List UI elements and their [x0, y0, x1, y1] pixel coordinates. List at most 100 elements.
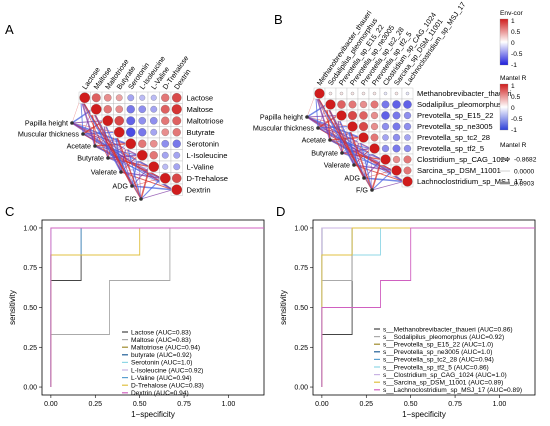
env-factor-node [340, 151, 344, 155]
correlation-dot [380, 154, 391, 165]
roc-legend: Lactose (AUC=0.83)Maltose (AUC=0.83)Malt… [122, 329, 204, 397]
legend-entry: L-Isoleucine (AUC=0.92) [131, 367, 203, 374]
correlation-dot [126, 116, 136, 126]
row-label: Sodalipilus_pleomorphus [417, 100, 502, 109]
y-tick-label: 0.75 [23, 265, 37, 272]
mantel-width-entry: -0.8682 [514, 157, 537, 164]
env-factor-node [70, 121, 74, 125]
correlation-dot [173, 151, 181, 159]
mantel-width-legend-title: Mantel R [500, 142, 527, 149]
correlation-dot [337, 100, 346, 109]
x-axis-label: 1−specificity [402, 410, 446, 419]
correlation-dot [161, 93, 170, 102]
correlation-dot [173, 163, 181, 171]
env-factor-label: Muscular thickness [18, 130, 80, 139]
y-axis-label: sensitivity [8, 290, 17, 325]
correlation-dot [358, 132, 369, 143]
correlation-dot [161, 116, 170, 125]
correlation-dot [372, 91, 377, 96]
y-tick-label: 1.00 [23, 225, 37, 232]
roc-legend: s__Methanobrevibacter_thaueri (AUC=0.86)… [374, 326, 522, 394]
correlation-dot [172, 173, 182, 183]
correlation-dot [392, 144, 401, 153]
correlation-dot [161, 128, 170, 137]
panel-label-b: B [274, 12, 283, 27]
env-factor-label: F/G [125, 195, 137, 204]
x-tick-label: 0.00 [315, 401, 329, 408]
mantel-link [348, 126, 373, 191]
correlation-dot [127, 94, 135, 102]
correlation-dot [162, 163, 169, 170]
row-label: Prevotella_sp_tf2_5 [417, 144, 484, 153]
env-factor-node [93, 144, 97, 148]
row-label: Dextrin [187, 185, 211, 194]
correlation-dot [171, 104, 182, 115]
mantel-link [315, 93, 319, 129]
correlation-dot [392, 111, 401, 120]
correlation-dot [79, 92, 91, 104]
env-factor-node [106, 156, 110, 160]
x-tick-label: 0.75 [177, 401, 191, 408]
correlation-dot [403, 144, 412, 153]
mantel-link [126, 143, 142, 200]
correlation-dot [314, 88, 325, 99]
env-factor-label: Butyrate [311, 149, 338, 158]
legend-entry: s__Prevotella_sp_ne3005 (AUC=1.0) [383, 349, 492, 356]
correlation-dot [370, 111, 379, 120]
mantel-r-colorbar [499, 83, 509, 131]
mantel-link [91, 109, 142, 200]
env-factor-node [119, 170, 123, 174]
correlation-dot [347, 121, 358, 132]
env-factor-node [362, 176, 366, 180]
mantel-link [114, 132, 142, 200]
correlation-dot [339, 91, 344, 96]
x-tick-label: 0.00 [44, 401, 58, 408]
legend-entry: s__Methanobrevibacter_thaueri (AUC=0.86) [383, 326, 513, 333]
correlation-dot [381, 122, 390, 131]
correlation-dot [91, 93, 101, 103]
env-factor-label: Acetate [302, 136, 326, 145]
correlation-dot [394, 91, 399, 96]
legend-entry: Maltose (AUC=0.83) [131, 337, 191, 344]
correlation-dot [161, 139, 170, 148]
correlation-dot [358, 121, 369, 132]
row-label: Prevotella_sp_E15_22 [417, 111, 493, 120]
legend-entry: s__Clostridium_sp_CAG_1024 (AUC=1.0) [383, 372, 507, 379]
env-factor-node [305, 115, 309, 119]
y-axis-label: sensitivity [279, 290, 288, 325]
correlation-heatmap-b: Papilla height Muscular thickness Acetate B… [253, 0, 523, 194]
legend-entry: butyrate (AUC=0.92) [131, 352, 192, 359]
correlation-dot [359, 111, 368, 120]
mantel-link [137, 155, 142, 200]
correlation-dot [403, 166, 412, 175]
correlation-dot [159, 172, 171, 184]
env-cor-legend: Env-cor 1 0.5 0 -0.5 -1 [499, 10, 524, 69]
legend-entry: D-Trehalose (AUC=0.83) [131, 383, 204, 390]
correlation-dot [150, 128, 158, 136]
correlation-dot [381, 100, 390, 109]
correlation-dot [361, 91, 366, 96]
roc-curve [50, 227, 264, 387]
correlation-dot [382, 134, 389, 141]
correlation-dot [403, 111, 412, 120]
mantel-link [126, 143, 133, 187]
row-label: Methanobrevibacter_thaueri [417, 89, 512, 98]
roc-plot-d: 0.00 0.00 0.25 0.25 0.50 0.50 0.75 0.75 1.00 1.00… [279, 219, 536, 419]
y-tick-label: 0.00 [294, 385, 308, 392]
env-cor-tick: 0 [511, 40, 515, 47]
env-factor-label: Acetate [67, 142, 91, 151]
row-label: Prevotella_sp_tc2_28 [417, 133, 490, 142]
mantel-link [359, 137, 373, 191]
correlation-dot [114, 116, 124, 126]
mantel-r-tick: -0.5 [511, 116, 523, 123]
row-label: Sarcina_sp_DSM_11001 [417, 166, 501, 175]
legend-entry: Dextrin (AUC=0.94) [131, 390, 189, 397]
correlation-dot [139, 94, 146, 101]
correlation-dot [126, 105, 135, 114]
correlation-dot [125, 138, 137, 150]
mantel-r-legend-title: Mantel R [500, 75, 527, 82]
correlation-dot [405, 91, 410, 96]
env-cor-tick: -1 [511, 62, 517, 69]
row-label: Clostridium_sp_CAG_1024 [417, 155, 509, 164]
panel-label-c: C [5, 204, 14, 219]
